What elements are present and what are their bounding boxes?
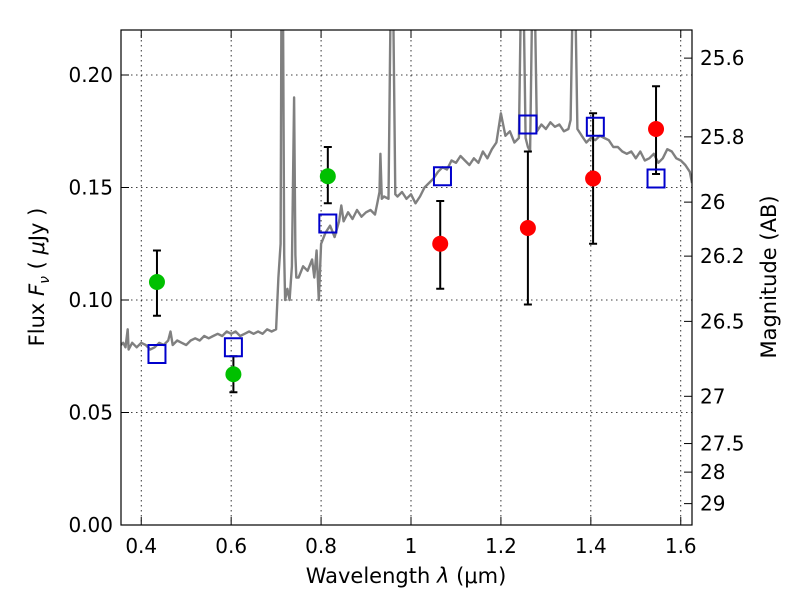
right-y-tick-label: 26 <box>700 190 725 214</box>
model-spectrum <box>121 30 692 351</box>
observed-green-point <box>319 168 336 185</box>
observed-red-point <box>432 235 449 252</box>
y-tick-label: 0.20 <box>68 63 113 87</box>
right-y-axis-label: Magnitude (AB) <box>757 195 781 358</box>
y-tick-label: 0.10 <box>68 288 113 312</box>
observed-red-point <box>585 170 602 187</box>
x-axis-label: Wavelength λ (μm) <box>306 564 507 588</box>
x-tick-label: 1.6 <box>665 534 697 558</box>
right-y-tick-label: 27 <box>700 384 725 408</box>
model-photometry-square <box>223 337 243 358</box>
plot-frame <box>120 29 693 526</box>
right-y-tick-label: 27.5 <box>700 432 745 456</box>
model-photometry-square <box>147 344 167 364</box>
x-tick-label: 1 <box>405 534 418 558</box>
model-photometry-square <box>432 166 452 187</box>
y-axis-label: Flux Fν ( μJy ) <box>25 208 53 347</box>
x-tick-label: 1.2 <box>485 534 517 558</box>
error-bars <box>152 85 661 394</box>
observed-green-point <box>225 366 242 383</box>
x-tick-label: 0.4 <box>125 534 157 558</box>
model-photometry-square <box>318 213 338 234</box>
model-photometry-square <box>585 116 605 137</box>
grid-lines <box>121 30 692 526</box>
axis-ticks: 0.4 0.6 0.8 1 1.2 1.4 1.6 0.00 0.05 0.10 0.15 0.20 2… <box>68 30 745 558</box>
y-tick-label: 0.15 <box>68 176 113 200</box>
x-tick-label: 1.4 <box>575 534 607 558</box>
x-tick-label: 0.8 <box>305 534 337 558</box>
observed-green-point <box>148 274 165 290</box>
observed-red-point <box>519 220 536 236</box>
right-y-tick-label: 25.8 <box>700 125 745 149</box>
y-tick-label: 0.00 <box>68 513 113 537</box>
data-markers <box>147 114 666 383</box>
right-y-tick-label: 26.2 <box>700 244 745 268</box>
model-photometry-square <box>518 114 538 135</box>
right-y-tick-label: 26.5 <box>700 309 745 333</box>
right-y-tick-label: 29 <box>700 492 725 516</box>
spectrum-line <box>121 30 692 351</box>
right-y-tick-label: 28 <box>700 460 725 484</box>
model-photometry-square <box>646 168 666 189</box>
right-y-tick-label: 25.6 <box>700 46 745 70</box>
x-tick-label: 0.6 <box>215 534 247 558</box>
observed-red-point <box>648 121 665 137</box>
y-tick-label: 0.05 <box>68 401 113 425</box>
